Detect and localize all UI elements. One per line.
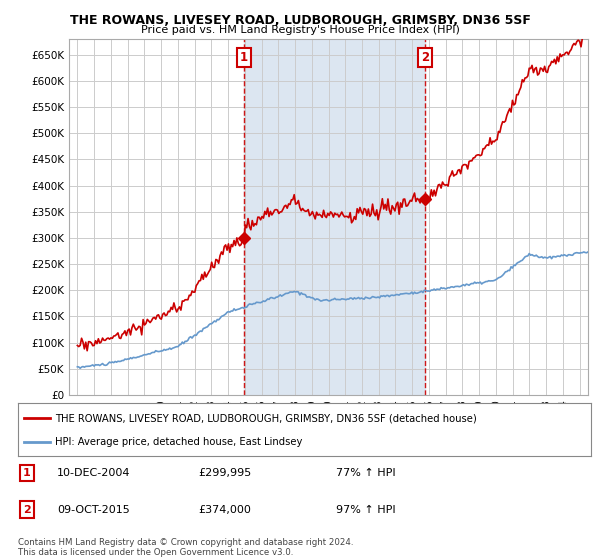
Text: THE ROWANS, LIVESEY ROAD, LUDBOROUGH, GRIMSBY, DN36 5SF (detached house): THE ROWANS, LIVESEY ROAD, LUDBOROUGH, GR…	[55, 413, 477, 423]
Text: 97% ↑ HPI: 97% ↑ HPI	[336, 505, 395, 515]
Text: Price paid vs. HM Land Registry's House Price Index (HPI): Price paid vs. HM Land Registry's House …	[140, 25, 460, 35]
Text: 2: 2	[23, 505, 31, 515]
Text: £374,000: £374,000	[198, 505, 251, 515]
Text: 10-DEC-2004: 10-DEC-2004	[57, 468, 131, 478]
Bar	[244, 39, 425, 395]
Text: HPI: Average price, detached house, East Lindsey: HPI: Average price, detached house, East…	[55, 436, 302, 446]
Text: 2: 2	[421, 51, 429, 64]
Text: 1: 1	[23, 468, 31, 478]
Text: 09-OCT-2015: 09-OCT-2015	[57, 505, 130, 515]
Text: £299,995: £299,995	[198, 468, 251, 478]
Text: 1: 1	[240, 51, 248, 64]
Text: Contains HM Land Registry data © Crown copyright and database right 2024.
This d: Contains HM Land Registry data © Crown c…	[18, 538, 353, 557]
Text: THE ROWANS, LIVESEY ROAD, LUDBOROUGH, GRIMSBY, DN36 5SF: THE ROWANS, LIVESEY ROAD, LUDBOROUGH, GR…	[70, 14, 530, 27]
Text: 77% ↑ HPI: 77% ↑ HPI	[336, 468, 395, 478]
